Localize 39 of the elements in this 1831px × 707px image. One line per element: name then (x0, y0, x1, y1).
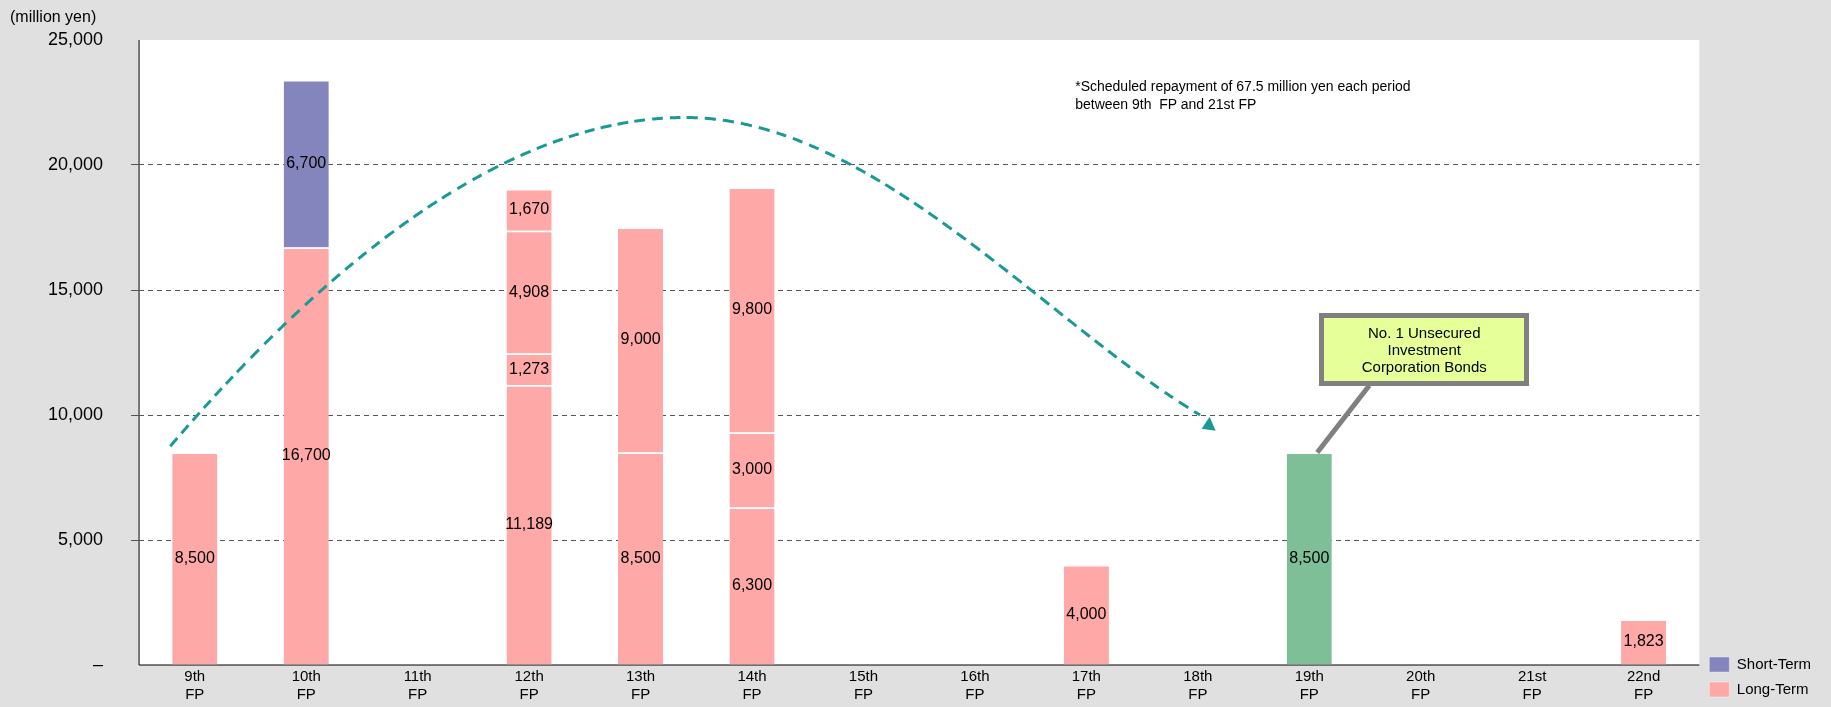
y-tick-label: – (93, 653, 104, 674)
x-tick-label: 18th FP (1183, 667, 1213, 703)
data-label: 8,500 (174, 548, 215, 566)
x-tick-label: 10th FP (291, 667, 321, 703)
x-tick-label: 19th FP (1294, 667, 1324, 703)
data-label: 8,500 (1289, 548, 1330, 566)
annotation: *Scheduled repayment of 67.5 million yen each period between 9th FP and 21st FP (1075, 77, 1411, 112)
x-tick-label: 22nd FP (1626, 667, 1661, 703)
y-tick-label: 5,000 (58, 528, 104, 549)
data-label: 9,000 (620, 330, 661, 348)
x-tick-label: 16th FP (960, 667, 990, 703)
legend-label: Long-Term (1736, 679, 1809, 697)
y-axis-title: (million yen) (10, 8, 97, 26)
x-tick-label: 12th FP (514, 667, 544, 703)
data-label: 9,800 (731, 300, 773, 318)
y-tick-label: 15,000 (47, 278, 104, 299)
data-label: 6,300 (731, 576, 773, 594)
x-tick-label: 17th FP (1071, 667, 1101, 703)
x-tick-label: 13th FP (625, 667, 656, 703)
legend-label: Short-Term (1736, 654, 1812, 672)
data-label: 3,000 (731, 460, 773, 478)
y-tick-label: 10,000 (47, 403, 104, 424)
x-tick-label: 9th FP (184, 667, 206, 703)
data-label: 1,273 (509, 359, 550, 377)
x-tick-label: 21st FP (1517, 667, 1548, 703)
data-label: 1,670 (509, 200, 550, 218)
x-tick-label: 11th FP (403, 667, 432, 703)
y-tick-label: 20,000 (47, 153, 104, 174)
data-label: 11,189 (505, 515, 554, 533)
x-tick-label: 20th FP (1406, 667, 1436, 703)
data-label: 1,823 (1623, 632, 1664, 650)
data-label: 8,500 (620, 548, 661, 566)
y-tick-label: 25,000 (47, 28, 104, 49)
x-tick-label: 14th FP (737, 667, 767, 703)
data-label: 6,700 (286, 154, 327, 172)
data-label: 4,908 (509, 282, 550, 300)
x-tick-label: 15th FP (848, 667, 879, 703)
data-label: 16,700 (281, 446, 331, 464)
data-label: 4,000 (1066, 605, 1107, 623)
